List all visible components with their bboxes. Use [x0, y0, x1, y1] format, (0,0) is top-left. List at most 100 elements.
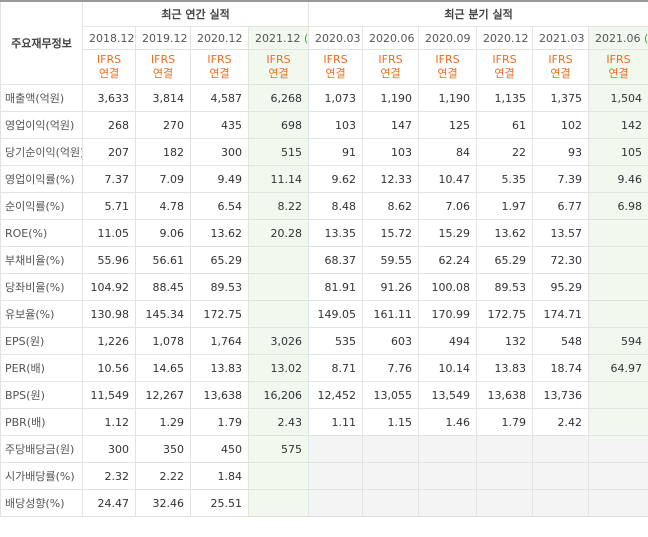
value-cell: 18.74 — [532, 354, 590, 382]
value-cell: 10.47 — [418, 165, 478, 193]
period-header: 2019.12 — [135, 26, 191, 50]
value-cell: 300 — [82, 435, 136, 463]
value-cell: 62.24 — [418, 246, 478, 274]
data-row: 부채비율(%) 55.96 56.61 65.29 68.37 59.55 62.24 65.… — [0, 246, 648, 274]
value-cell: 9.46 — [588, 165, 648, 193]
value-cell: 1.79 — [190, 408, 249, 436]
value-cell: 1.11 — [308, 408, 364, 436]
data-row: 영업이익률(%) 7.37 7.09 9.49 11.14 9.62 12.33 10.47 5… — [0, 165, 648, 193]
value-cell: 1.46 — [418, 408, 478, 436]
value-cell — [476, 462, 534, 490]
value-cell — [588, 408, 648, 436]
value-cell: 698 — [247, 111, 310, 139]
financial-table: 주요재무정보 최근 연간 실적 최근 분기 실적 2018.12 2019.12 2020… — [0, 0, 648, 517]
value-cell: 12.33 — [362, 165, 420, 193]
value-cell: 1,190 — [418, 84, 478, 112]
value-cell: 270 — [135, 111, 191, 139]
value-cell: 172.75 — [190, 300, 249, 328]
value-cell — [588, 462, 648, 490]
value-cell — [588, 489, 648, 517]
value-cell: 13.62 — [190, 219, 249, 247]
row-label: 주당배당금(원) — [0, 435, 83, 463]
value-cell: 103 — [308, 111, 364, 139]
value-cell: 13.02 — [247, 354, 310, 382]
value-cell: 7.09 — [135, 165, 191, 193]
value-cell: 1,226 — [82, 327, 136, 355]
value-cell: 172.75 — [476, 300, 534, 328]
data-row: ROE(%) 11.05 9.06 13.62 20.28 13.35 15.72 15.29… — [0, 219, 648, 247]
basis-header: IFRS 연결 — [418, 49, 478, 85]
value-cell: 11.14 — [247, 165, 310, 193]
data-row: BPS(원) 11,549 12,267 13,638 16,206 12,452 13,0… — [0, 381, 648, 409]
period-header: 2018.12 — [82, 26, 136, 50]
value-cell: 2.22 — [135, 462, 191, 490]
value-cell: 4,587 — [190, 84, 249, 112]
row-label: ROE(%) — [0, 219, 83, 247]
period: 2021.03 — [539, 31, 585, 45]
standard: IFRS — [207, 53, 232, 66]
value-cell: 14.65 — [135, 354, 191, 382]
standard: IFRS — [266, 53, 291, 66]
value-cell: 72.30 — [532, 246, 590, 274]
table-body: 매출액(억원) 3,633 3,814 4,587 6,268 1,073 1,190 1,1… — [0, 84, 648, 517]
row-label: BPS(원) — [0, 381, 83, 409]
period-header: 2020.09 — [418, 26, 478, 50]
value-cell: 1,504 — [588, 84, 648, 112]
value-cell: 350 — [135, 435, 191, 463]
value-cell: 2.43 — [247, 408, 310, 436]
table-header: 주요재무정보 최근 연간 실적 최근 분기 실적 2018.12 2019.12 2020… — [0, 0, 648, 85]
basis-header: IFRS 연결 — [362, 49, 420, 85]
standard: IFRS — [492, 53, 517, 66]
value-cell: 142 — [588, 111, 648, 139]
period: 2020.03 — [315, 31, 361, 45]
group-header: 최근 분기 실적 — [308, 0, 648, 27]
value-cell: 15.72 — [362, 219, 420, 247]
value-cell — [588, 300, 648, 328]
value-cell: 161.11 — [362, 300, 420, 328]
row-label: 순이익률(%) — [0, 192, 83, 220]
row-label: PER(배) — [0, 354, 83, 382]
header-row: IFRS 연결 IFRS 연결 IFRS 연결 IFRS 연결 IFRS 연결 IFRS 연결 IFRS… — [1, 49, 648, 85]
value-cell: 64.97 — [588, 354, 648, 382]
value-cell: 300 — [190, 138, 249, 166]
period: 2020.12 — [483, 31, 529, 45]
period: 2019.12 — [142, 31, 188, 45]
value-cell — [308, 435, 364, 463]
value-cell: 84 — [418, 138, 478, 166]
value-cell — [362, 462, 420, 490]
basis-header: IFRS 연결 — [532, 49, 590, 85]
value-cell: 103 — [362, 138, 420, 166]
value-cell: 61 — [476, 111, 534, 139]
value-cell: 149.05 — [308, 300, 364, 328]
basis-header: IFRS 연결 — [588, 49, 648, 85]
value-cell: 6,268 — [247, 84, 310, 112]
value-cell — [308, 462, 364, 490]
value-cell: 494 — [418, 327, 478, 355]
row-label: 당좌비율(%) — [0, 273, 83, 301]
value-cell: 9.62 — [308, 165, 364, 193]
value-cell: 25.51 — [190, 489, 249, 517]
value-cell: 8.62 — [362, 192, 420, 220]
data-row: 영업이익(억원) 268 270 435 698 103 147 125 61 102 142 — [0, 111, 648, 139]
row-label: 유보율(%) — [0, 300, 83, 328]
value-cell: 16,206 — [247, 381, 310, 409]
period: 2020.06 — [369, 31, 415, 45]
basis: 연결 — [608, 67, 629, 80]
value-cell: 10.56 — [82, 354, 136, 382]
value-cell: 7.37 — [82, 165, 136, 193]
value-cell: 515 — [247, 138, 310, 166]
value-cell: 603 — [362, 327, 420, 355]
value-cell: 170.99 — [418, 300, 478, 328]
value-cell: 9.49 — [190, 165, 249, 193]
value-cell: 594 — [588, 327, 648, 355]
value-cell — [532, 462, 590, 490]
value-cell: 6.77 — [532, 192, 590, 220]
value-cell: 13.83 — [190, 354, 249, 382]
value-cell: 65.29 — [190, 246, 249, 274]
value-cell: 174.71 — [532, 300, 590, 328]
header-row: 2018.12 2019.12 2020.12 2021.12 (E) 2020.03 2… — [1, 26, 648, 50]
value-cell: 1,078 — [135, 327, 191, 355]
value-cell: 65.29 — [476, 246, 534, 274]
value-cell: 13,638 — [476, 381, 534, 409]
value-cell — [588, 246, 648, 274]
